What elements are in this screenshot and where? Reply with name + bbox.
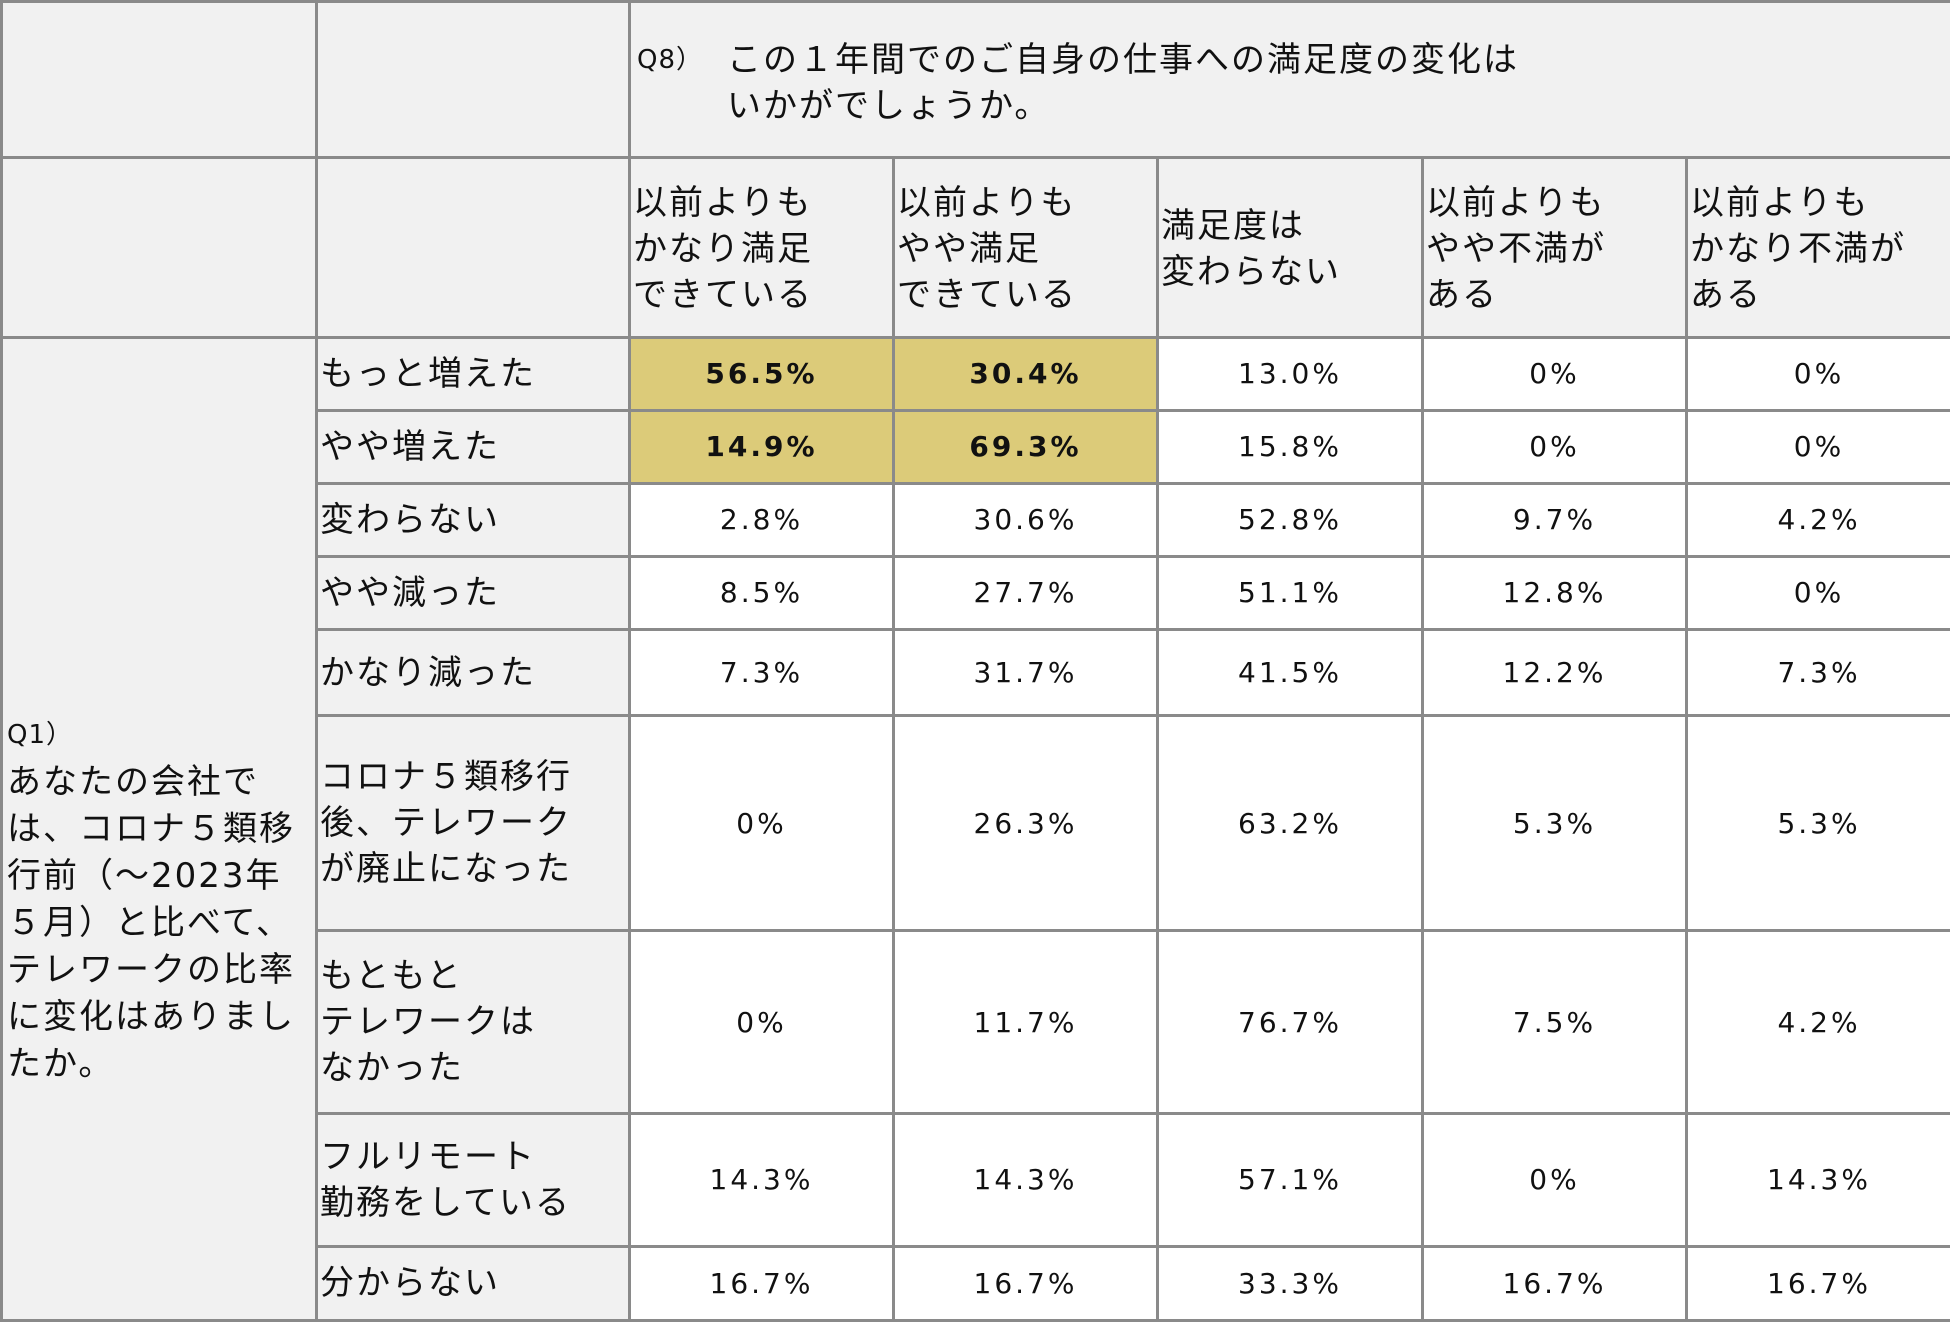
- table-row: 変わらない 2.8% 30.6% 52.8% 9.7% 4.2%: [2, 481, 1950, 558]
- value-cell: 4.2%: [1684, 929, 1950, 1115]
- q1-question-cell: Q1） あなたの会社では、コロナ５類移行前（～2023年５月）と比べて、テレワーク…: [0, 335, 318, 1322]
- value-cell: 27.7%: [892, 554, 1159, 631]
- table-row: やや増えた 14.9% 69.3% 15.8% 0% 0%: [2, 408, 1950, 485]
- value-cell: 51.1%: [1156, 554, 1424, 631]
- column-header: 以前よりも やや不満が ある: [1421, 156, 1688, 339]
- value-cell: 0%: [1421, 1111, 1688, 1248]
- column-header: 以前よりも かなり満足 できている: [628, 156, 895, 339]
- column-header: 満足度は 変わらない: [1156, 156, 1424, 339]
- corner-cell-mid-left: [0, 156, 318, 339]
- value-cell: 14.3%: [892, 1111, 1159, 1248]
- value-cell: 0%: [1684, 554, 1950, 631]
- value-cell: 0%: [1684, 335, 1950, 412]
- q8-question-cell: Q8） この１年間でのご自身の仕事への満足度の変化は いかがでしょうか。: [627, 0, 1950, 160]
- row-label: やや減った: [315, 554, 631, 631]
- value-cell: 12.8%: [1421, 554, 1688, 631]
- value-cell: 14.3%: [1684, 1111, 1950, 1248]
- table-row: 分からない 16.7% 16.7% 33.3% 16.7% 16.7%: [2, 1244, 1950, 1322]
- corner-cell-top-right: [315, 0, 631, 160]
- value-cell: 41.5%: [1156, 627, 1424, 718]
- q8-header-row: Q8） この１年間でのご自身の仕事への満足度の変化は いかがでしょうか。: [0, 0, 1950, 160]
- value-cell: 63.2%: [1156, 714, 1424, 933]
- q8-tag: Q8）: [637, 45, 704, 75]
- row-label: やや増えた: [315, 408, 631, 485]
- value-cell-highlighted: 30.4%: [892, 335, 1159, 412]
- q1-tag: Q1）: [7, 720, 74, 751]
- column-header: 以前よりも やや満足 できている: [892, 156, 1159, 339]
- corner-cell-mid-right: [315, 156, 631, 339]
- q8-question-text: この１年間でのご自身の仕事への満足度の変化は いかがでしょうか。: [727, 40, 1519, 126]
- value-cell: 13.0%: [1156, 335, 1424, 412]
- value-cell: 30.6%: [892, 481, 1159, 558]
- value-cell: 12.2%: [1421, 627, 1688, 718]
- value-cell: 2.8%: [628, 481, 895, 558]
- row-label: かなり減った: [315, 627, 631, 718]
- value-cell: 14.3%: [628, 1111, 895, 1248]
- table-row: もともと テレワークは なかった 0% 11.7% 76.7% 7.5% 4.2%: [2, 929, 1950, 1115]
- value-cell: 57.1%: [1156, 1111, 1424, 1248]
- value-cell: 0%: [1421, 335, 1688, 412]
- row-label: もともと テレワークは なかった: [315, 929, 631, 1115]
- value-cell: 33.3%: [1156, 1244, 1424, 1322]
- table-row: Q1） あなたの会社では、コロナ５類移行前（～2023年５月）と比べて、テレワーク…: [0, 335, 1950, 1322]
- row-label: コロナ５類移行 後、テレワーク が廃止になった: [315, 714, 631, 933]
- row-label: フルリモート 勤務をしている: [315, 1111, 631, 1248]
- table-row: コロナ５類移行 後、テレワーク が廃止になった 0% 26.3% 63.2% 5.3% 5…: [2, 714, 1950, 933]
- value-cell: 7.5%: [1421, 929, 1688, 1115]
- value-cell: 11.7%: [892, 929, 1159, 1115]
- value-cell: 31.7%: [892, 627, 1159, 718]
- column-header-row: 以前よりも かなり満足 できている 以前よりも やや満足 できている 満足度は …: [0, 156, 1950, 339]
- row-label: 変わらない: [315, 481, 631, 558]
- value-cell: 26.3%: [892, 714, 1159, 933]
- value-cell: 7.3%: [1684, 627, 1950, 718]
- value-cell: 5.3%: [1684, 714, 1950, 933]
- value-cell: 16.7%: [892, 1244, 1159, 1322]
- table-row: やや減った 8.5% 27.7% 51.1% 12.8% 0%: [2, 554, 1950, 631]
- value-cell: 76.7%: [1156, 929, 1424, 1115]
- value-cell-highlighted: 56.5%: [628, 335, 895, 412]
- row-label: もっと増えた: [315, 335, 631, 412]
- table-row: フルリモート 勤務をしている 14.3% 14.3% 57.1% 0% 14.3%: [2, 1111, 1950, 1248]
- value-cell: 16.7%: [628, 1244, 895, 1322]
- q1-question-text: あなたの会社では、コロナ５類移行前（～2023年５月）と比べて、テレワークの比率…: [7, 762, 295, 1085]
- value-cell: 52.8%: [1156, 481, 1424, 558]
- value-cell-highlighted: 14.9%: [628, 408, 895, 485]
- value-cell: 16.7%: [1684, 1244, 1950, 1322]
- value-cell: 16.7%: [1421, 1244, 1688, 1322]
- value-cell: 8.5%: [628, 554, 895, 631]
- value-cell: 9.7%: [1421, 481, 1688, 558]
- table-row: かなり減った 7.3% 31.7% 41.5% 12.2% 7.3%: [2, 627, 1950, 718]
- value-cell: 0%: [628, 929, 895, 1115]
- value-cell-highlighted: 69.3%: [892, 408, 1159, 485]
- value-cell: 4.2%: [1684, 481, 1950, 558]
- value-cell: 0%: [628, 714, 895, 933]
- corner-cell-top-left: [0, 0, 318, 160]
- value-cell: 15.8%: [1156, 408, 1424, 485]
- value-cell: 7.3%: [628, 627, 895, 718]
- value-cell: 5.3%: [1421, 714, 1688, 933]
- value-cell: 0%: [1421, 408, 1688, 485]
- value-cell: 0%: [1684, 408, 1950, 485]
- column-header: 以前よりも かなり不満が ある: [1684, 156, 1950, 339]
- row-label: 分からない: [315, 1244, 631, 1322]
